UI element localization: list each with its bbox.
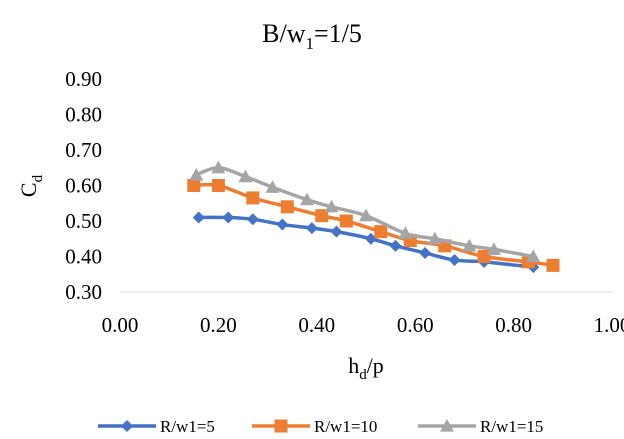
series-layer [187, 160, 560, 274]
y-tick-label: 0.70 [65, 138, 102, 162]
legend-label: R/w1=5 [160, 417, 215, 436]
data-point [486, 242, 501, 255]
y-tick-label: 0.40 [65, 245, 102, 269]
data-point [187, 179, 201, 192]
y-tick-label: 0.30 [65, 280, 102, 304]
data-point [299, 192, 314, 206]
data-point [374, 225, 388, 239]
legend-marker [440, 419, 454, 432]
data-point [211, 179, 225, 192]
data-point [246, 191, 260, 205]
x-tick-label: 0.80 [495, 313, 532, 337]
data-point [222, 211, 235, 224]
x-axis-label: hd/p [348, 353, 384, 383]
data-point [246, 213, 259, 226]
y-tick-label: 0.60 [65, 174, 102, 198]
data-point [546, 258, 560, 272]
data-point [477, 250, 491, 263]
legend-marker [121, 420, 133, 432]
data-point [238, 169, 253, 183]
data-point [448, 254, 461, 267]
data-point [315, 209, 329, 223]
data-point [526, 249, 541, 263]
data-point [364, 232, 377, 245]
data-point [389, 239, 402, 252]
legend-marker [274, 419, 288, 433]
x-tick-label: 0.60 [397, 313, 434, 337]
data-point [276, 218, 289, 231]
y-tick-label: 0.50 [65, 209, 102, 233]
data-point [189, 167, 204, 181]
data-point [462, 238, 477, 252]
legend: R/w1=5 R/w1=10 R/w1=15 [98, 417, 543, 436]
data-point [265, 180, 280, 193]
y-axis-label: Cd [16, 174, 46, 197]
data-point [211, 160, 226, 174]
series-3 [189, 160, 541, 263]
legend-label: R/w1=15 [480, 417, 543, 436]
legend-entry: R/w1=5 [98, 417, 215, 436]
data-point [192, 211, 205, 224]
x-tick-label: 0.00 [102, 313, 139, 337]
legend-label: R/w1=10 [314, 417, 377, 436]
data-point [330, 225, 343, 238]
data-point [398, 226, 413, 240]
x-tick-label: 0.40 [298, 313, 335, 337]
data-point [305, 222, 318, 235]
x-tick-label: 0.20 [200, 313, 237, 337]
y-tick-label: 0.80 [65, 103, 102, 127]
series-2 [187, 179, 560, 272]
legend-entry: R/w1=10 [252, 417, 377, 436]
x-tick-label: 1.00 [594, 313, 624, 337]
data-point [324, 199, 339, 213]
data-point [280, 200, 294, 214]
data-point [359, 208, 373, 222]
chart-title: B/w1=1/5 [262, 19, 362, 53]
y-tick-label: 0.90 [65, 67, 102, 91]
legend-entry: R/w1=15 [418, 417, 543, 436]
data-point [427, 231, 442, 245]
data-point [339, 214, 353, 228]
data-point [419, 246, 432, 259]
axes: 0.30 0.40 0.50 0.60 0.70 0.80 0.90 0.00 0.20 0.40… [65, 67, 624, 337]
